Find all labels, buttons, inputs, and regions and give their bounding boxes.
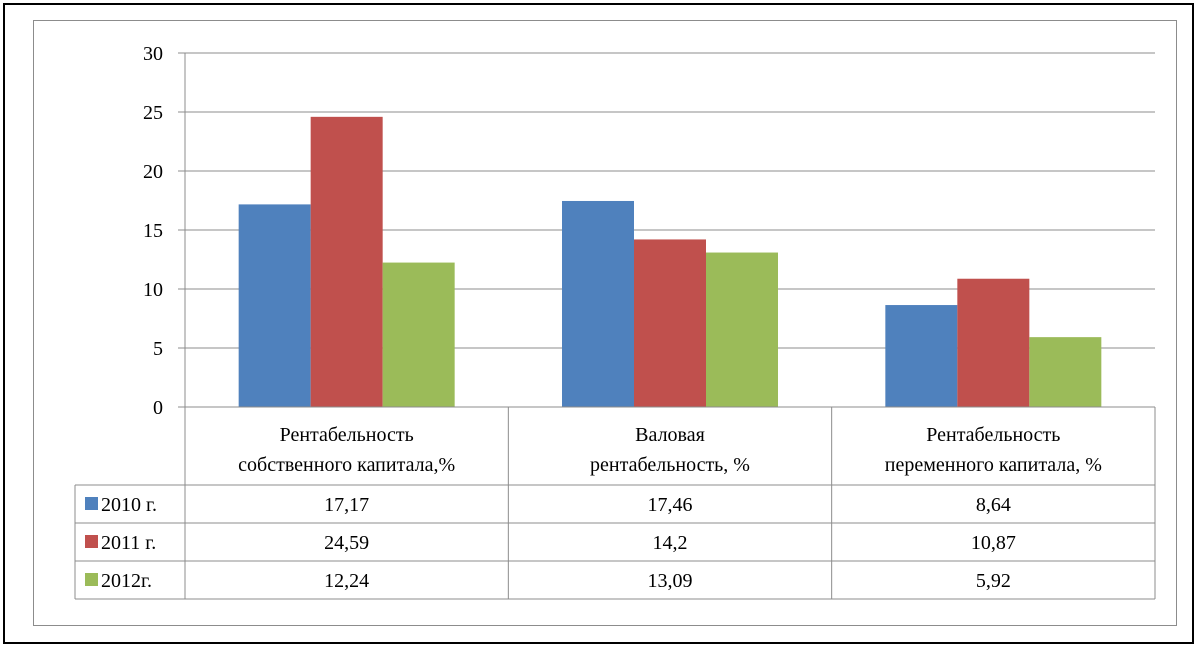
bar-1-2: [562, 200, 634, 407]
bar-2-2: [634, 239, 706, 407]
data-label: 12,24: [324, 570, 369, 592]
bar-2-1: [310, 116, 383, 407]
data-label: 17,17: [324, 494, 369, 516]
data-label: 8,64: [976, 494, 1011, 516]
data-label: 10,87: [971, 532, 1016, 554]
bar-1-3: [885, 305, 958, 407]
legend-label: 2011 г.: [101, 532, 156, 554]
category-label: Рентабельность: [280, 424, 414, 446]
y-tick-label: 5: [153, 338, 163, 360]
data-label: 13,09: [648, 570, 693, 592]
category-label: Валовая: [635, 424, 705, 446]
legend-label: 2010 г.: [101, 494, 157, 516]
data-label: 17,46: [648, 494, 693, 516]
y-tick-label: 30: [143, 43, 163, 65]
bar-2-3: [957, 278, 1030, 407]
chart-frame: [33, 20, 1177, 626]
category-label: рентабельность, %: [590, 454, 750, 476]
category-label: переменного капитала, %: [885, 454, 1102, 476]
legend-swatch: [85, 497, 98, 510]
y-tick-label: 25: [143, 102, 163, 124]
bar-3-2: [706, 252, 778, 407]
y-tick-label: 15: [143, 220, 163, 242]
legend-label: 2012г.: [101, 570, 152, 592]
data-label: 14,2: [653, 532, 688, 554]
legend-swatch: [85, 573, 98, 586]
data-label: 5,92: [976, 570, 1011, 592]
y-tick-label: 20: [143, 161, 163, 183]
bar-3-3: [1029, 337, 1102, 407]
bar-3-1: [382, 262, 455, 407]
bar-1-1: [238, 204, 311, 407]
outer-frame: [3, 3, 1194, 644]
y-tick-label: 10: [143, 279, 163, 301]
category-label: собственного капитала,%: [238, 454, 455, 476]
data-label: 24,59: [324, 532, 369, 554]
category-label: Рентабельность: [926, 424, 1060, 446]
legend-swatch: [85, 535, 98, 548]
y-tick-label: 0: [153, 397, 163, 419]
